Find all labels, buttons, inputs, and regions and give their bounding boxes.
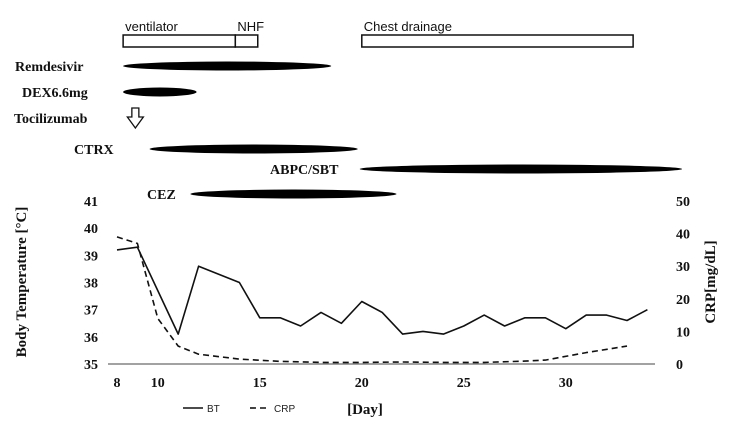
series-line-bt [116, 246, 648, 335]
treatment-timeline: ventilator NHF Chest drainage Remdesivir DEX… [14, 19, 683, 203]
treatment-bar-ctrx [149, 144, 358, 154]
x-tick-label: 30 [559, 376, 573, 391]
treatment-bar-dex6-6mg [123, 87, 197, 97]
y-right-tick-label: 40 [676, 228, 690, 243]
tick-labels: 8 10 15 20 25 30 35 36 37 38 39 40 41 0 10 20 30 40 50 [84, 195, 690, 391]
treatment-label-tocilizumab: Tocilizumab [14, 112, 88, 127]
y-left-tick-label: 39 [84, 249, 98, 264]
treatment-label-dex6-6mg: DEX6.6mg [22, 86, 88, 101]
treatment-label-abpc-sbt: ABPC/SBT [270, 163, 339, 178]
y-right-tick-label: 0 [676, 358, 683, 373]
y-axis-right-label: CRP[mg/dL] [703, 240, 719, 323]
treatment-label-nhf: NHF [237, 19, 264, 34]
chart-axes: Body Temperature [°C] CRP[mg/dL] [Day] [14, 207, 719, 418]
series-lines [116, 236, 648, 364]
y-left-tick-label: 40 [84, 222, 98, 237]
x-tick-label: 25 [457, 376, 471, 391]
treatment-bar-cez [190, 189, 397, 199]
y-right-tick-label: 50 [676, 195, 690, 210]
treatment-label-ctrx: CTRX [74, 143, 114, 158]
y-left-tick-label: 38 [84, 277, 98, 292]
x-tick-label: 8 [114, 376, 121, 391]
x-tick-label: 15 [253, 376, 267, 391]
treatment-label-cez: CEZ [147, 188, 176, 203]
treatment-label-chest-drainage: Chest drainage [364, 19, 452, 34]
treatment-box-ventilator [122, 34, 237, 48]
treatment-box-nhf [234, 34, 259, 48]
y-right-tick-label: 30 [676, 260, 690, 275]
x-tick-label: 20 [355, 376, 369, 391]
y-left-tick-label: 35 [84, 358, 98, 373]
y-left-tick-label: 37 [84, 304, 98, 319]
series-line-crp [116, 236, 628, 364]
treatment-arrow-tocilizumab [126, 107, 145, 130]
legend-label-bt: BT [207, 404, 220, 415]
y-right-tick-label: 10 [676, 325, 690, 340]
x-tick-label: 10 [151, 376, 165, 391]
y-left-tick-label: 41 [84, 195, 98, 210]
y-right-tick-label: 20 [676, 293, 690, 308]
treatment-bar-abpc-sbt [359, 164, 683, 174]
y-axis-left-label: Body Temperature [°C] [14, 207, 30, 358]
treatment-bar-remdesivir [123, 61, 332, 71]
legend-label-crp: CRP [274, 404, 295, 415]
y-left-tick-label: 36 [84, 331, 98, 346]
treatment-box-chest-drainage [361, 34, 634, 48]
legend: BT CRP [183, 404, 295, 415]
treatment-label-ventilator: ventilator [125, 19, 178, 34]
x-axis-label: [Day] [347, 402, 383, 418]
treatment-label-remdesivir: Remdesivir [15, 60, 83, 75]
